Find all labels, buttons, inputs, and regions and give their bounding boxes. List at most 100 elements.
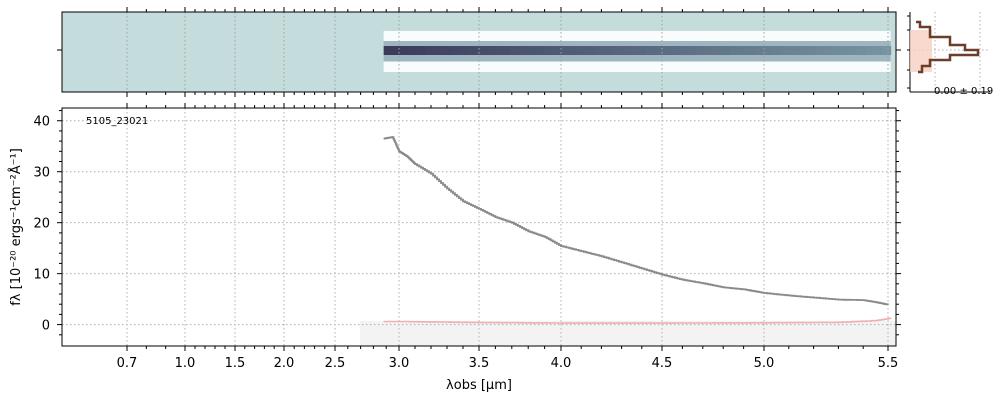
trace-core-segment [561, 46, 571, 55]
trace-core-segment [780, 46, 790, 55]
trace-core-segment [865, 46, 875, 55]
x-tick-label: 2.0 [274, 356, 295, 371]
y-axis-label: fλ [10⁻²⁰ ergs⁻¹cm⁻²Å⁻¹] [8, 148, 24, 306]
trace-core-segment [476, 46, 486, 55]
trace-core-segment [603, 46, 613, 55]
trace-core-segment [662, 46, 672, 55]
trace-core-segment [468, 46, 478, 55]
x-tick-label: 1.5 [225, 356, 246, 371]
object-label: 5105_23021 [86, 116, 148, 127]
trace-core-segment [620, 46, 630, 55]
x-tick-label: 4.0 [551, 356, 572, 371]
trace-core-segment [535, 46, 545, 55]
trace-core-segment [696, 46, 706, 55]
trace-core-segment [645, 46, 655, 55]
trace-core-segment [738, 46, 748, 55]
trace-core-segment [611, 46, 621, 55]
trace-core-segment [442, 46, 452, 55]
profile-line [916, 20, 980, 74]
y-tick-label: 30 [33, 166, 50, 181]
trace-core-segment [628, 46, 638, 55]
trace-wing-lower [383, 55, 891, 61]
trace-core-segment [501, 46, 511, 55]
trace-core-segment [578, 46, 587, 55]
trace-core-segment [806, 46, 816, 55]
trace-core-segment [755, 46, 765, 55]
trace-core-segment [408, 46, 418, 55]
y-tick-label: 10 [33, 268, 50, 283]
series-flux [383, 136, 889, 306]
trace-core-segment [814, 46, 824, 55]
trace-core-segment [704, 46, 714, 55]
y-tick-label: 40 [33, 115, 50, 130]
x-tick-label: 1.0 [175, 356, 196, 371]
x-axis-label: λobs [μm] [446, 378, 512, 393]
x-tick-label: 3.0 [389, 356, 410, 371]
trace-core-segment [425, 46, 435, 55]
y-tick-label: 20 [33, 217, 50, 232]
trace-core-segment [392, 46, 402, 55]
trace-core-segment [451, 46, 461, 55]
x-tick-label: 2.5 [325, 356, 346, 371]
trace-core-segment [687, 46, 697, 55]
trace-core-segment [654, 46, 664, 55]
trace-core-segment [434, 46, 444, 55]
trace-core-segment [544, 46, 554, 55]
trace-core-segment [586, 46, 596, 55]
panel-2d-spectrum [57, 7, 901, 97]
trace-core-segment [485, 46, 494, 55]
profile-shapes [910, 20, 980, 74]
panel-1d-spectrum: 0.7 1.0 1.5 2.0 2.5 3.0 3.5 4.0 4.5 5.0 5.5 0 10 20 30… [8, 103, 901, 393]
trace-core-segment [510, 46, 520, 55]
trace-core-segment [831, 46, 841, 55]
grid-2d [126, 12, 889, 92]
trace-core-segment [823, 46, 833, 55]
trace-core-segment [518, 46, 528, 55]
trace-halo-upper [383, 31, 891, 41]
trace-core-segment [848, 46, 858, 55]
series-1d [383, 136, 892, 324]
series-error [383, 317, 892, 324]
trace-core-segment [459, 46, 469, 55]
noise-band [360, 321, 896, 346]
x-tick-label: 5.0 [754, 356, 775, 371]
x-tick-label: 5.5 [878, 356, 899, 371]
trace-core-segment [569, 46, 579, 55]
trace-core-segment [882, 46, 892, 55]
grid-1d [62, 108, 896, 346]
trace-core-segment [772, 46, 782, 55]
x-tick-label: 4.5 [652, 356, 673, 371]
trace-core-segment [527, 46, 537, 55]
heatmap-trace [383, 31, 892, 72]
trace-core-segment [721, 46, 731, 55]
trace-core-segment [747, 46, 756, 55]
trace-core-segment [730, 46, 740, 55]
trace-core-segment [637, 46, 647, 55]
y-tick-label: 0 [42, 319, 50, 334]
trace-core-segment [856, 46, 866, 55]
trace-core-segment [400, 46, 410, 55]
trace-core-segment [713, 46, 723, 55]
trace-core-segment [493, 46, 503, 55]
trace-core-segment [383, 46, 393, 55]
trace-core-segment [839, 46, 849, 55]
x-tick-label: 0.7 [117, 356, 138, 371]
ticks-1d: 0.7 1.0 1.5 2.0 2.5 3.0 3.5 4.0 4.5 5.0 5.5 0 10 20 30… [33, 103, 901, 371]
panel-profile: 0.00 ± 0.19 [907, 12, 993, 97]
profile-error-fill [910, 30, 932, 72]
profile-annotation: 0.00 ± 0.19 [934, 86, 993, 97]
trace-core-segment [417, 46, 427, 55]
trace-core-segment [797, 46, 807, 55]
trace-core-segment [552, 46, 562, 55]
trace-core-segment [679, 46, 689, 55]
panel-1d-frame [61, 107, 897, 347]
trace-wing-upper [383, 41, 891, 47]
trace-core-segment [594, 46, 604, 55]
trace-halo-lower [383, 62, 891, 72]
trace-core-segment [763, 46, 773, 55]
trace-core-segment [670, 46, 680, 55]
x-tick-label: 3.5 [469, 356, 490, 371]
trace-core-segment [873, 46, 883, 55]
trace-core-segment [789, 46, 799, 55]
